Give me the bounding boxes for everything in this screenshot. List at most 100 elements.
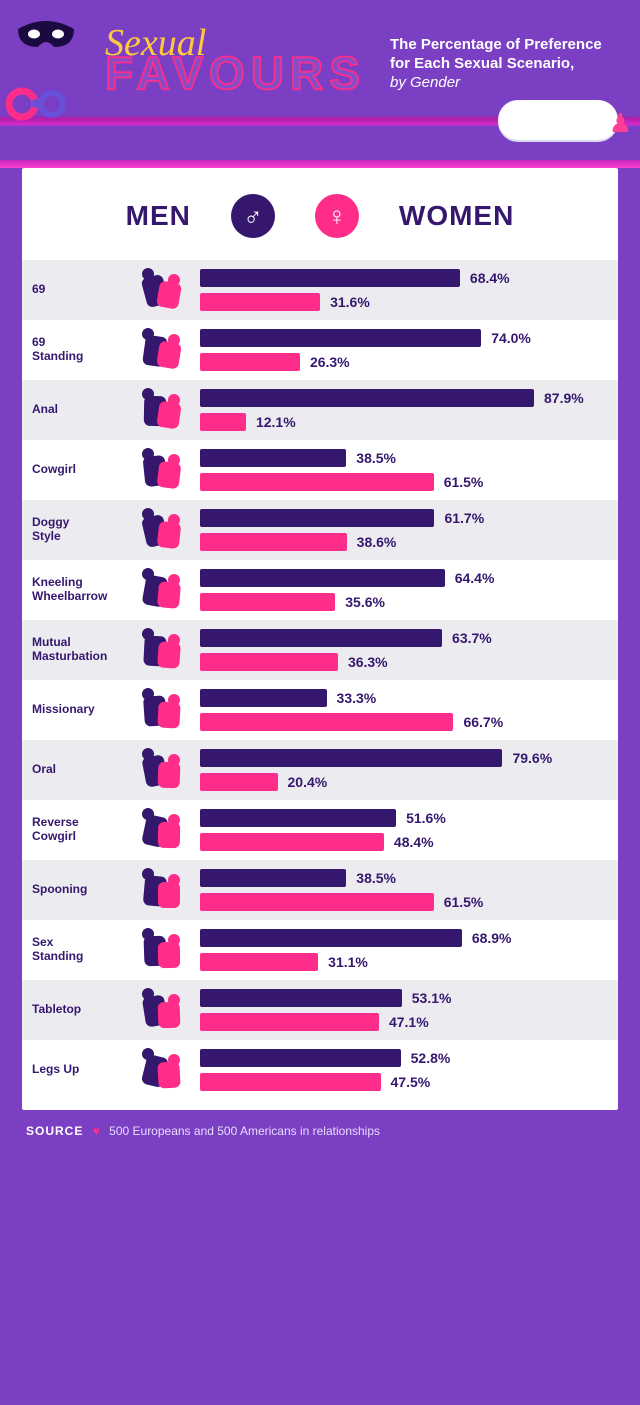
bar-fill-women	[200, 473, 434, 491]
bar-value-women: 31.1%	[328, 954, 368, 970]
bar-women: 48.4%	[200, 833, 602, 851]
bar-value-men: 63.7%	[452, 630, 492, 646]
bar-men: 64.4%	[200, 569, 602, 587]
legend-women-label: WOMEN	[399, 200, 514, 232]
bar-women: 20.4%	[200, 773, 602, 791]
bar-fill-men	[200, 749, 502, 767]
infographic-container: Sexual FAVOURS The Percentage of Prefere…	[0, 0, 640, 1162]
chart-panel: MEN ♂ ♀ WOMEN 6968.4%31.6%69Standing74.0…	[22, 168, 618, 1110]
bar-value-women: 61.5%	[444, 474, 484, 490]
bar-value-men: 52.8%	[411, 1050, 451, 1066]
bar-men: 63.7%	[200, 629, 602, 647]
row-label: 69Standing	[32, 326, 132, 374]
pose-icon	[132, 506, 192, 554]
row-label: KneelingWheelbarrow	[32, 566, 132, 614]
legend-men-label: MEN	[126, 200, 191, 232]
pose-icon	[132, 566, 192, 614]
bar-fill-women	[200, 713, 453, 731]
bar-value-men: 33.3%	[337, 690, 377, 706]
row-bars: 87.9% 12.1%	[192, 386, 602, 434]
bar-fill-men	[200, 689, 327, 707]
header: Sexual FAVOURS The Percentage of Prefere…	[0, 0, 640, 160]
mask-icon	[14, 10, 78, 70]
row-bars: 68.9% 31.1%	[192, 926, 602, 974]
pose-icon	[132, 1046, 192, 1094]
row-label: MutualMasturbation	[32, 626, 132, 674]
row-label: SexStanding	[32, 926, 132, 974]
bar-men: 68.4%	[200, 269, 602, 287]
chart-row: DoggyStyle61.7%38.6%	[22, 500, 618, 560]
row-bars: 51.6% 48.4%	[192, 806, 602, 854]
subtitle-by: by Gender	[390, 74, 460, 91]
bar-fill-men	[200, 269, 460, 287]
chart-row: KneelingWheelbarrow64.4%35.6%	[22, 560, 618, 620]
bar-value-men: 79.6%	[512, 750, 552, 766]
chart-row: Legs Up52.8%47.5%	[22, 1040, 618, 1100]
row-bars: 33.3% 66.7%	[192, 686, 602, 734]
pose-icon	[132, 746, 192, 794]
bar-women: 31.1%	[200, 953, 602, 971]
pillow-icon	[498, 100, 618, 140]
women-symbol-icon: ♀	[315, 194, 359, 238]
bar-fill-women	[200, 593, 335, 611]
bar-value-women: 66.7%	[463, 714, 503, 730]
bar-fill-women	[200, 773, 278, 791]
chart-row: MutualMasturbation 63.7% 36.3%	[22, 620, 618, 680]
pose-icon	[132, 326, 192, 374]
bar-fill-men	[200, 449, 346, 467]
bar-value-women: 20.4%	[288, 774, 328, 790]
chart-row: Oral79.6%20.4%	[22, 740, 618, 800]
bar-women: 61.5%	[200, 893, 602, 911]
bar-fill-men	[200, 809, 396, 827]
row-label: Tabletop	[32, 986, 132, 1034]
pose-icon	[132, 986, 192, 1034]
bar-men: 52.8%	[200, 1049, 602, 1067]
bar-fill-women	[200, 533, 347, 551]
row-bars: 38.5%61.5%	[192, 866, 602, 914]
row-label: 69	[32, 266, 132, 314]
bar-women: 47.5%	[200, 1073, 602, 1091]
bar-fill-men	[200, 569, 445, 587]
bar-men: 74.0%	[200, 329, 602, 347]
chart-row: 6968.4%31.6%	[22, 260, 618, 320]
subtitle-line2: for Each Sexual Scenario	[390, 55, 570, 72]
title-outline: FAVOURS	[105, 54, 366, 93]
bar-women: 12.1%	[200, 413, 602, 431]
pose-icon	[132, 386, 192, 434]
bar-men: 53.1%	[200, 989, 602, 1007]
pose-icon	[132, 446, 192, 494]
bar-men: 87.9%	[200, 389, 602, 407]
chart-row: ReverseCowgirl 51.6% 48.4%	[22, 800, 618, 860]
subtitle: The Percentage of Preference for Each Se…	[390, 36, 620, 92]
bar-fill-women	[200, 833, 384, 851]
bar-men: 68.9%	[200, 929, 602, 947]
bar-fill-men	[200, 509, 434, 527]
bar-value-women: 61.5%	[444, 894, 484, 910]
bar-fill-men	[200, 389, 534, 407]
chart-row: Tabletop 53.1%47.1%	[22, 980, 618, 1040]
row-bars: 53.1%47.1%	[192, 986, 602, 1034]
bar-fill-women	[200, 293, 320, 311]
chart-row: Anal87.9%12.1%	[22, 380, 618, 440]
bar-fill-women	[200, 653, 338, 671]
pose-icon	[132, 626, 192, 674]
bar-fill-men	[200, 629, 442, 647]
bar-value-men: 87.9%	[544, 390, 584, 406]
row-label: ReverseCowgirl	[32, 806, 132, 854]
row-label: DoggyStyle	[32, 506, 132, 554]
title-block: Sexual FAVOURS	[105, 26, 366, 93]
bar-fill-women	[200, 353, 300, 371]
chart-row: Cowgirl 38.5% 61.5%	[22, 440, 618, 500]
subtitle-line1: The Percentage of Preference	[390, 36, 602, 53]
bar-value-men: 51.6%	[406, 810, 446, 826]
bar-value-men: 74.0%	[491, 330, 531, 346]
row-label: Cowgirl	[32, 446, 132, 494]
bar-women: 36.3%	[200, 653, 602, 671]
bar-value-women: 48.4%	[394, 834, 434, 850]
handcuff-icon	[6, 86, 76, 121]
bar-men: 33.3%	[200, 689, 602, 707]
bar-men: 38.5%	[200, 449, 602, 467]
source-text: 500 Europeans and 500 Americans in relat…	[109, 1124, 380, 1138]
bar-value-men: 68.9%	[472, 930, 512, 946]
row-bars: 74.0%26.3%	[192, 326, 602, 374]
